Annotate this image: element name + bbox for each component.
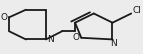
Text: O: O xyxy=(73,33,80,42)
Text: N: N xyxy=(110,39,117,48)
Text: Cl: Cl xyxy=(133,6,141,15)
Text: N: N xyxy=(47,35,54,44)
Text: O: O xyxy=(0,13,7,22)
